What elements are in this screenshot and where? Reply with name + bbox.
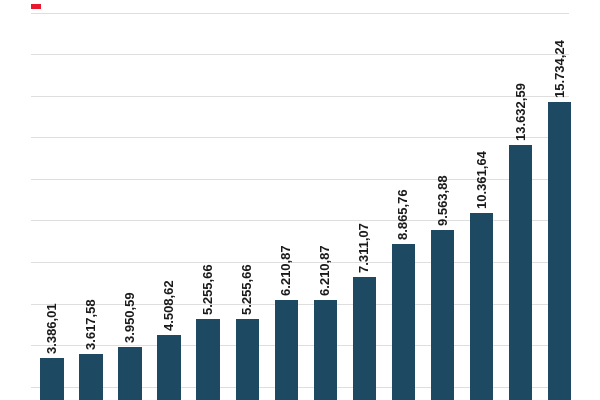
- bar: [118, 346, 142, 400]
- bar: [40, 358, 64, 400]
- bar-value-label: 3.386,01: [43, 303, 59, 355]
- bar: [352, 276, 377, 400]
- bar: [157, 335, 181, 400]
- gridline: [31, 12, 569, 14]
- bar-value-label: 9.563,88: [434, 175, 450, 226]
- bar: [274, 299, 298, 400]
- bar: [508, 145, 533, 400]
- bar-value-label: 5.255,66: [200, 264, 216, 316]
- gridline: [31, 345, 569, 347]
- red-mark: [31, 4, 41, 9]
- bar-value-label: 6.210,87: [278, 245, 294, 296]
- bar-value-label: 4.508,62: [161, 280, 177, 331]
- gridline: [31, 54, 569, 56]
- bar-value-label: 13.632,59: [512, 83, 528, 142]
- gridline: [31, 95, 569, 97]
- bar-value-label: 7.311,07: [356, 222, 372, 273]
- gridline: [31, 137, 569, 139]
- bar-value-label: 8.865,76: [395, 189, 411, 241]
- bar-value-label: 3.950,59: [122, 291, 138, 343]
- bar-value-label: 5.255,66: [239, 264, 255, 316]
- bar: [235, 319, 259, 400]
- gridline: [31, 178, 569, 180]
- bar: [469, 213, 494, 400]
- bar: [391, 244, 416, 400]
- bar-value-label: 6.210,87: [317, 245, 333, 296]
- gridline: [31, 220, 569, 222]
- gridline: [31, 261, 569, 263]
- gridline: [31, 303, 569, 305]
- bar: [547, 101, 572, 400]
- bar: [430, 229, 455, 400]
- bar: [313, 299, 337, 400]
- bar-value-label: 3.617,58: [82, 298, 98, 350]
- gridline: [31, 386, 569, 388]
- bar-value-label: 15.734,24: [551, 39, 567, 98]
- bar: [196, 319, 220, 400]
- bar-value-label: 10.361,64: [473, 151, 489, 210]
- bar: [79, 353, 103, 400]
